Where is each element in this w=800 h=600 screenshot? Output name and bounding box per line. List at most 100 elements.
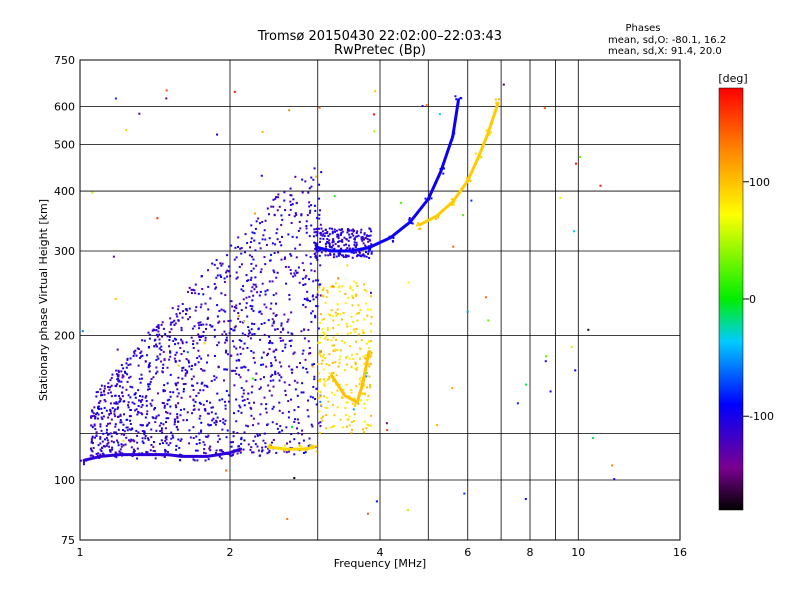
data-point	[176, 415, 179, 418]
data-point	[338, 361, 341, 364]
data-point	[292, 352, 295, 355]
data-point	[96, 417, 99, 420]
data-point	[206, 361, 209, 364]
data-point	[344, 368, 347, 371]
data-point	[174, 338, 177, 341]
data-point	[265, 306, 268, 309]
data-point	[223, 400, 226, 403]
data-point	[306, 371, 309, 374]
data-point	[352, 397, 355, 400]
data-point	[355, 241, 358, 244]
data-point	[302, 269, 305, 272]
data-point	[335, 255, 338, 258]
data-point	[337, 286, 340, 289]
data-point	[144, 434, 147, 437]
data-point	[366, 314, 369, 317]
data-point	[243, 365, 246, 368]
data-point	[209, 324, 212, 327]
y-axis-label: Stationary phase Virtual Height [km]	[37, 199, 50, 401]
data-point	[268, 449, 271, 452]
data-point	[207, 423, 210, 426]
data-point	[155, 372, 158, 375]
data-point	[101, 394, 104, 397]
data-point	[95, 413, 98, 416]
data-point	[250, 407, 253, 410]
scatter-points	[80, 83, 616, 520]
data-point	[369, 424, 372, 427]
data-point	[430, 197, 433, 200]
x-tick-label: 1	[77, 546, 84, 559]
data-point	[253, 361, 256, 364]
data-point	[242, 289, 245, 292]
data-point	[180, 396, 183, 399]
data-point	[321, 359, 324, 362]
data-point	[357, 311, 360, 314]
data-point	[180, 438, 183, 441]
data-point	[253, 288, 256, 291]
data-point	[271, 407, 274, 410]
data-point	[188, 286, 191, 289]
data-point	[296, 394, 299, 397]
data-point	[250, 414, 253, 417]
data-point	[243, 439, 246, 442]
data-point	[160, 422, 163, 425]
data-point	[344, 302, 347, 305]
data-point	[293, 409, 296, 412]
data-point	[248, 254, 251, 257]
data-point	[171, 307, 174, 310]
data-point	[574, 162, 577, 165]
data-point	[238, 404, 241, 407]
data-point	[162, 363, 165, 366]
data-point	[257, 217, 260, 220]
data-point	[175, 425, 178, 428]
data-point	[291, 371, 294, 374]
data-point	[211, 325, 214, 328]
phase-stats-x: mean, sd,X: 91.4, 20.0	[608, 46, 722, 57]
data-point	[455, 98, 458, 101]
data-point	[209, 297, 212, 300]
data-point	[295, 213, 298, 216]
data-point	[452, 245, 455, 248]
data-point	[364, 237, 367, 240]
data-point	[342, 254, 345, 257]
data-point	[120, 443, 123, 446]
data-point	[352, 228, 355, 231]
data-point	[228, 265, 231, 268]
data-point	[267, 447, 270, 450]
data-point	[242, 298, 245, 301]
data-point	[417, 222, 420, 225]
data-point	[308, 444, 311, 447]
data-point	[266, 424, 269, 427]
data-point	[97, 406, 100, 409]
data-point	[109, 408, 112, 411]
data-point	[322, 233, 325, 236]
data-point	[106, 385, 109, 388]
data-point	[346, 355, 349, 358]
data-point	[345, 401, 348, 404]
data-point	[197, 321, 200, 324]
data-point	[294, 212, 297, 215]
data-point	[91, 436, 94, 439]
data-point	[274, 370, 277, 373]
data-point	[324, 336, 327, 339]
data-point	[283, 256, 286, 259]
data-point	[318, 283, 321, 286]
data-point	[129, 415, 132, 418]
data-point	[232, 340, 235, 343]
data-point	[235, 307, 238, 310]
data-point	[284, 449, 287, 452]
data-point	[198, 327, 201, 330]
data-point	[322, 318, 325, 321]
data-point	[204, 339, 207, 342]
data-point	[166, 382, 169, 385]
data-point	[348, 233, 351, 236]
data-point	[105, 424, 108, 427]
data-point	[179, 414, 182, 417]
data-point	[176, 417, 179, 420]
data-point	[291, 425, 294, 428]
data-point	[192, 437, 195, 440]
data-point	[313, 378, 316, 381]
data-point	[368, 386, 371, 389]
data-point	[367, 240, 370, 243]
data-point	[263, 396, 266, 399]
